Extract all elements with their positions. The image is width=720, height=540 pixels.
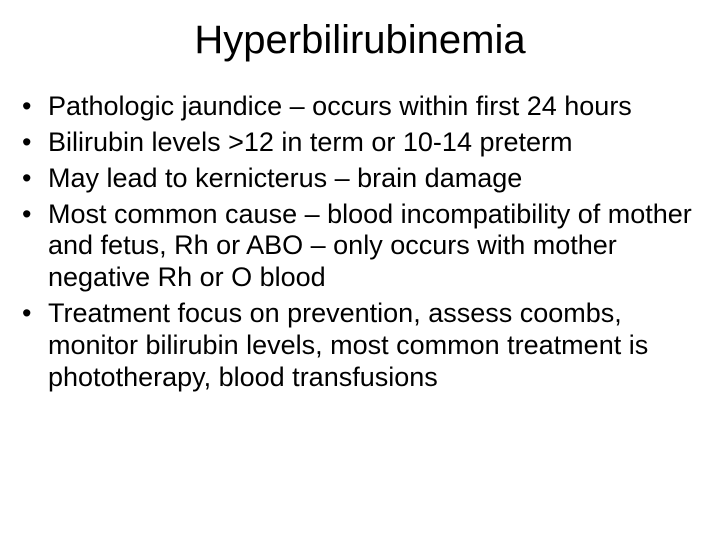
list-item: May lead to kernicterus – brain damage	[20, 163, 710, 195]
bullet-list: Pathologic jaundice – occurs within firs…	[10, 91, 710, 394]
list-item: Treatment focus on prevention, assess co…	[20, 298, 710, 394]
slide-title: Hyperbilirubinemia	[10, 18, 710, 63]
slide: Hyperbilirubinemia Pathologic jaundice –…	[0, 0, 720, 540]
list-item: Pathologic jaundice – occurs within firs…	[20, 91, 710, 123]
list-item: Most common cause – blood incompatibilit…	[20, 199, 710, 295]
list-item: Bilirubin levels >12 in term or 10-14 pr…	[20, 127, 710, 159]
